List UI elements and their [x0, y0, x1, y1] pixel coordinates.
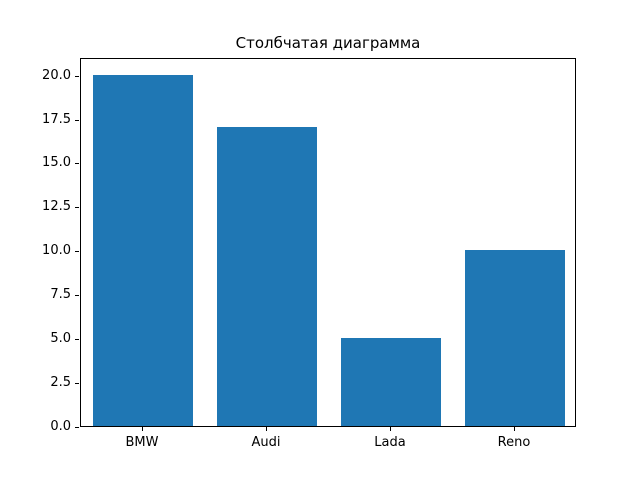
y-tick-label-20.0: 20.0 [42, 67, 71, 83]
bar-bmw [93, 74, 193, 426]
y-tick-label-2.5: 2.5 [50, 375, 71, 391]
y-tick-label-12.5: 12.5 [42, 199, 71, 215]
x-axis-tick [390, 427, 391, 431]
y-tick-label-5.0: 5.0 [50, 331, 71, 347]
x-axis-tick [266, 427, 267, 431]
y-tick-label-17.5: 17.5 [42, 111, 71, 127]
y-axis-tick [75, 75, 79, 77]
y-axis-tick [75, 295, 79, 297]
y-tick-label-15.0: 15.0 [42, 155, 71, 171]
x-tick-label-lada: Lada [374, 435, 406, 450]
bar-lada [341, 338, 441, 426]
y-tick-label-7.5: 7.5 [50, 287, 71, 303]
bar-reno [465, 250, 565, 426]
y-axis-tick [75, 207, 79, 209]
x-axis-tick [514, 427, 515, 431]
y-axis-tick [75, 163, 79, 165]
plot-area [80, 58, 576, 427]
y-axis-tick [75, 251, 79, 253]
x-tick-label-bmw: BMW [125, 435, 159, 450]
x-axis-tick [142, 427, 143, 431]
y-tick-label-0.0: 0.0 [50, 419, 71, 434]
x-tick-label-audi: Audi [251, 435, 281, 450]
y-axis-tick [75, 339, 79, 341]
y-axis-tick [75, 383, 79, 385]
chart-title: Столбчатая диаграмма [235, 34, 421, 52]
x-tick-label-reno: Reno [497, 435, 531, 450]
y-tick-label-10.0: 10.0 [42, 243, 71, 259]
bar-audi [217, 127, 317, 426]
y-axis-tick [75, 427, 79, 428]
y-axis-tick [75, 119, 79, 121]
